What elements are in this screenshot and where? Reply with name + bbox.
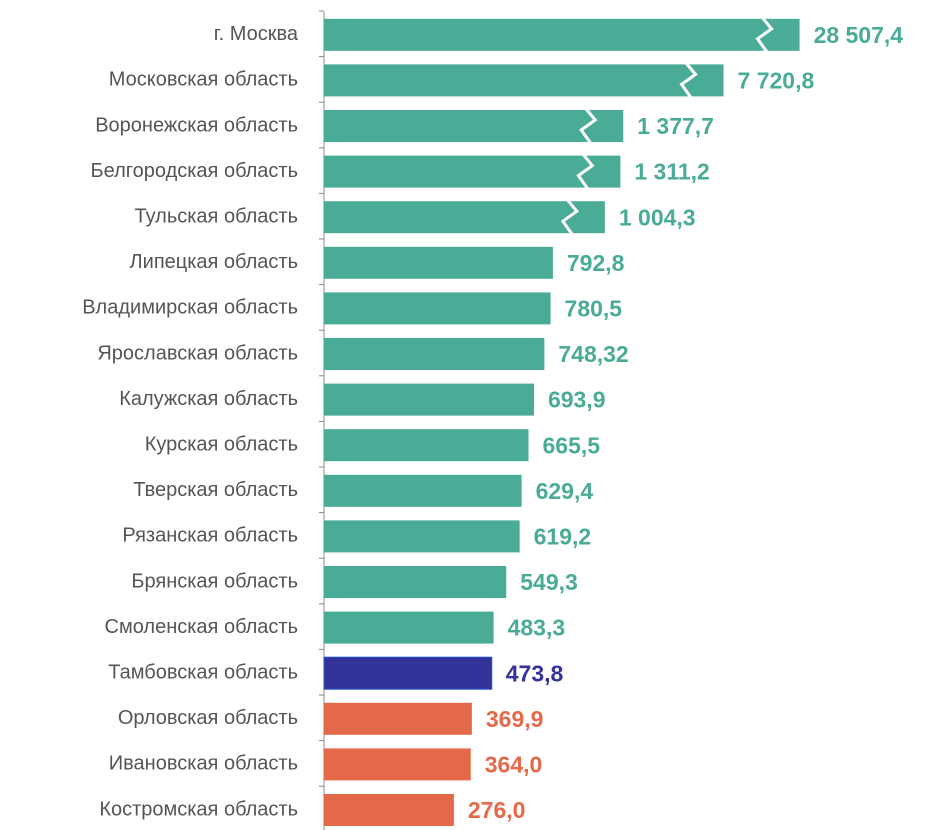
category-label: Московская область xyxy=(109,69,298,91)
axis-break xyxy=(576,152,595,191)
category-label: Калужская область xyxy=(119,388,298,410)
value-label: 369,9 xyxy=(486,706,544,732)
value-label: 473,8 xyxy=(506,660,564,686)
value-label: 693,9 xyxy=(548,387,606,413)
value-label: 1 311,2 xyxy=(634,159,709,185)
bar xyxy=(324,292,551,325)
value-label: 619,2 xyxy=(534,523,592,549)
category-label: Тамбовская область xyxy=(108,661,298,683)
category-label: Тверская область xyxy=(133,479,298,501)
value-label: 28 507,4 xyxy=(814,22,904,48)
axis-break xyxy=(579,107,598,145)
bar xyxy=(324,748,471,781)
value-label: 792,8 xyxy=(567,250,625,276)
axis-break xyxy=(755,15,774,54)
bar xyxy=(324,474,522,507)
category-label: Ивановская область xyxy=(109,753,298,775)
bar xyxy=(324,64,724,97)
bar xyxy=(324,702,472,735)
axis-break xyxy=(560,198,580,237)
category-label: Тульская область xyxy=(135,205,299,227)
value-label: 1 377,7 xyxy=(637,113,714,139)
category-label: Владимирская область xyxy=(82,297,298,319)
value-label: 364,0 xyxy=(485,751,543,777)
category-label: Липецкая область xyxy=(130,251,298,273)
value-label: 7 720,8 xyxy=(738,67,815,93)
bar xyxy=(324,429,529,462)
bar xyxy=(324,18,800,51)
category-label: Брянская область xyxy=(131,570,298,592)
value-label: 483,3 xyxy=(508,615,566,641)
value-label: 276,0 xyxy=(468,797,526,823)
bar xyxy=(324,155,621,188)
category-label: г. Москва xyxy=(214,23,299,45)
value-label: 1 004,3 xyxy=(619,204,696,230)
category-label: Орловская область xyxy=(118,707,298,729)
value-label: 748,32 xyxy=(558,341,628,367)
category-label: Белгородская область xyxy=(91,160,298,182)
bar xyxy=(324,246,553,279)
category-label: Курская область xyxy=(145,433,298,455)
bar xyxy=(324,383,534,416)
category-label: Смоленская область xyxy=(105,616,298,638)
value-label: 780,5 xyxy=(565,295,623,321)
category-label: Рязанская область xyxy=(122,525,298,547)
bar xyxy=(324,566,507,598)
category-label: Воронежская область xyxy=(95,114,298,136)
value-label: 665,5 xyxy=(543,432,601,458)
bar xyxy=(324,201,605,234)
category-label: Ярославская область xyxy=(97,342,298,364)
bar xyxy=(324,611,494,644)
bar xyxy=(324,338,545,370)
value-label: 549,3 xyxy=(520,569,578,595)
bar xyxy=(324,520,520,553)
bar xyxy=(324,110,624,142)
axis-break xyxy=(679,61,698,100)
category-label: Костромская область xyxy=(99,798,298,820)
bar xyxy=(324,794,454,826)
value-label: 629,4 xyxy=(536,478,594,504)
bar xyxy=(323,656,493,690)
